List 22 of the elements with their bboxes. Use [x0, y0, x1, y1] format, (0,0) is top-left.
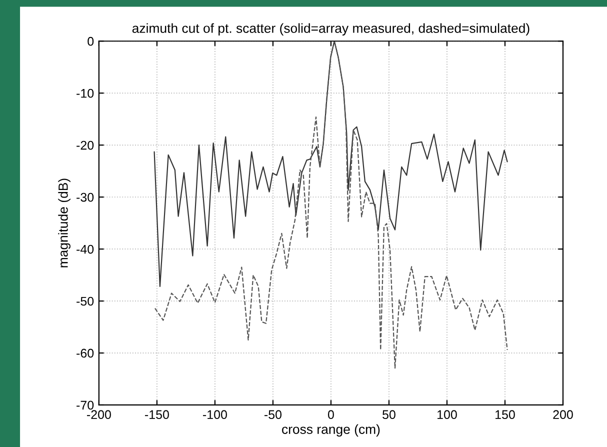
y-tick-label: -30 [76, 192, 94, 202]
x-tick-label: 100 [438, 410, 457, 420]
x-tick-label: 50 [382, 410, 396, 420]
x-tick-label: -100 [203, 410, 227, 420]
chart-title: azimuth cut of pt. scatter (solid=array measured, dashed=simulated) [132, 23, 530, 36]
x-axis-title: cross range (cm) [282, 424, 380, 437]
y-tick-label: -40 [76, 244, 94, 254]
line-series [154, 41, 508, 288]
x-tick-label: -150 [144, 410, 169, 420]
y-tick-label: -50 [76, 296, 94, 306]
x-tick-label: 150 [496, 410, 515, 420]
y-tick-label: -20 [76, 140, 94, 150]
x-tick-label: 0 [328, 410, 334, 420]
y-tick-label: -60 [76, 348, 94, 358]
line-series [154, 41, 508, 369]
y-axis-title: magnitude (dB) [58, 178, 70, 268]
y-tick-label: -70 [76, 400, 94, 410]
y-tick-label: -10 [76, 88, 94, 98]
x-tick-label: -50 [264, 410, 282, 420]
x-tick-label: -200 [86, 410, 111, 420]
y-tick-label: 0 [88, 36, 94, 46]
x-tick-label: 200 [553, 410, 573, 420]
